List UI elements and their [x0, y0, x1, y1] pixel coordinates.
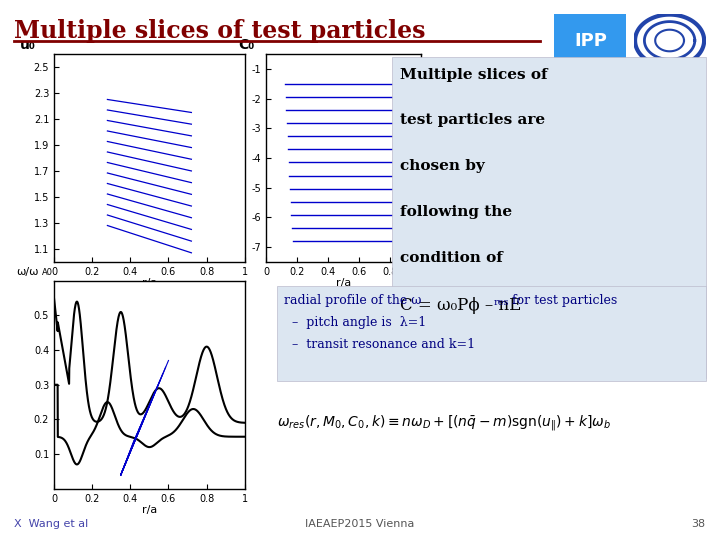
Text: condition of: condition of [400, 251, 503, 265]
Text: chosen by: chosen by [400, 159, 485, 173]
X-axis label: r/a: r/a [142, 505, 157, 515]
Text: C₀: C₀ [238, 38, 255, 52]
Text: A0: A0 [42, 268, 53, 276]
Text: u₀: u₀ [19, 38, 35, 52]
Text: radial profile of the ω: radial profile of the ω [284, 294, 422, 307]
Text: Multiple slices of test particles: Multiple slices of test particles [14, 19, 426, 43]
X-axis label: r/a: r/a [336, 278, 351, 288]
Text: IPP: IPP [574, 31, 607, 50]
Text: ω/ω: ω/ω [16, 267, 38, 276]
Text: for test particles: for test particles [508, 294, 617, 307]
Text: X  Wang et al: X Wang et al [14, 519, 89, 529]
Text: $\omega_{res}(r,M_0,C_0,k)\equiv n\omega_D+[(n\bar{q}-m)\mathrm{sgn}(u_{\|})+k]\: $\omega_{res}(r,M_0,C_0,k)\equiv n\omega… [277, 413, 611, 433]
Text: –  pitch angle is  λ=1: – pitch angle is λ=1 [292, 316, 426, 329]
Text: IAEAEP2015 Vienna: IAEAEP2015 Vienna [305, 519, 415, 529]
Text: test particles are: test particles are [400, 113, 545, 127]
Text: Multiple slices of: Multiple slices of [400, 68, 547, 82]
Text: 38: 38 [691, 519, 706, 529]
Text: –  transit resonance and k=1: – transit resonance and k=1 [292, 338, 474, 350]
X-axis label: r/a: r/a [142, 278, 157, 288]
Text: C = ω₀Pϕ – nE: C = ω₀Pϕ – nE [400, 297, 521, 314]
Text: res: res [493, 298, 509, 307]
Text: following the: following the [400, 205, 512, 219]
